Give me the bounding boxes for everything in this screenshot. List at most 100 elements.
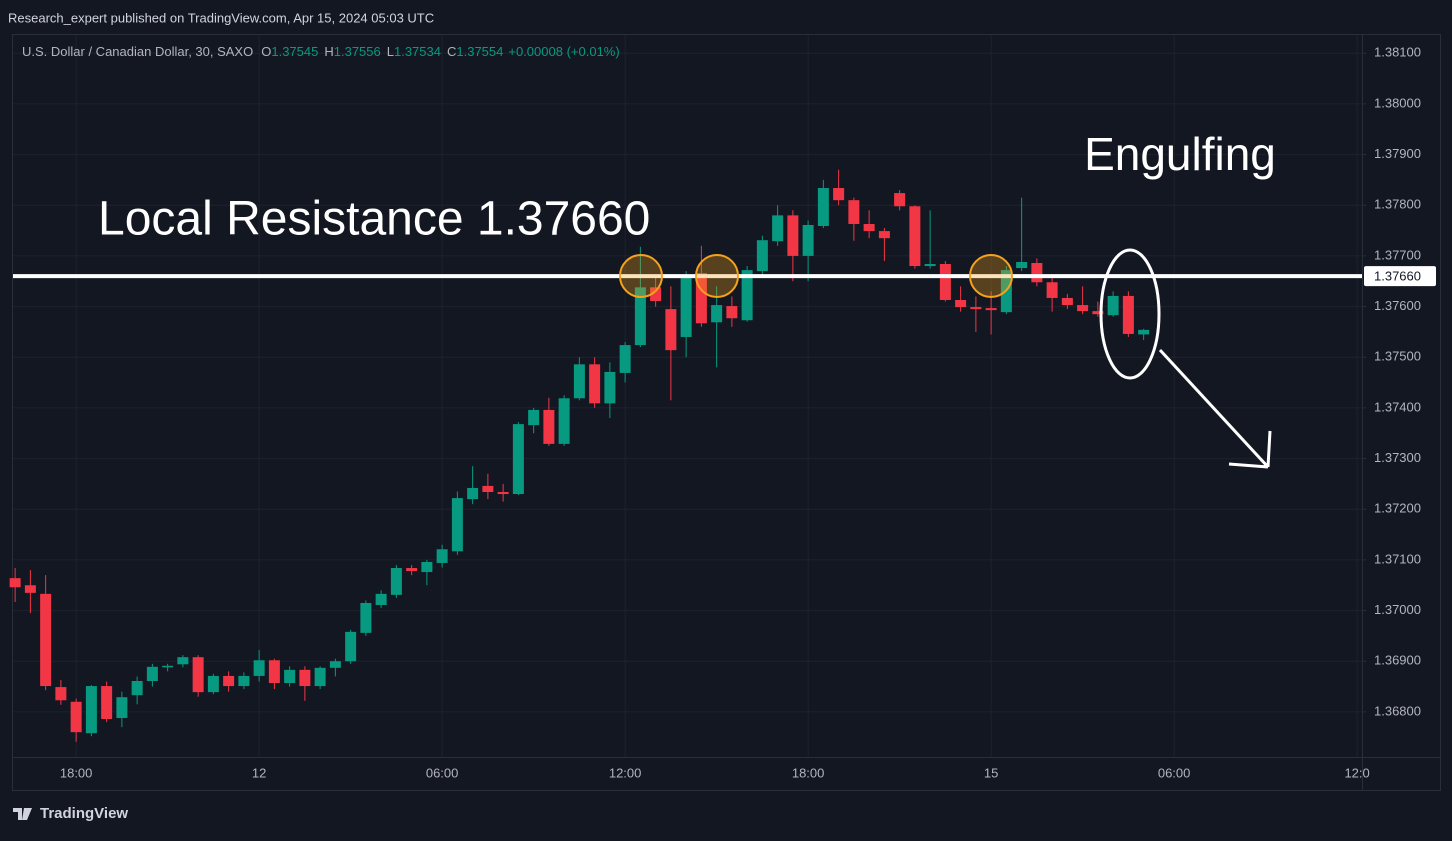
candle-body [878,231,890,239]
y-tick-label: 1.37200 [1374,501,1421,516]
candle-body [1061,297,1073,306]
candle-body [101,686,113,719]
x-tick-label: 06:00 [426,765,459,780]
candle-body [680,275,692,337]
candle-body [314,667,326,687]
candle-body [512,424,524,495]
y-tick-label: 1.37000 [1374,602,1421,617]
candle-body [329,661,341,668]
legend-value: 1.37545 [271,44,318,59]
candle-body [985,308,997,311]
touch-circle [695,254,739,298]
candle-body [543,409,555,444]
candle-body [634,287,646,346]
candle-body [451,498,463,552]
candle-body [70,701,82,733]
candle-body [116,697,128,718]
candle-body [1077,305,1089,312]
candle-body [1016,261,1028,269]
candle-body [177,657,189,665]
legend-change: +0.00008 (+0.01%) [508,44,619,59]
candle-body [894,193,906,207]
annotation: Engulfing [1084,128,1276,180]
brand-logo [13,808,32,820]
candle-body [909,206,921,267]
candle-body [528,409,540,426]
candle-body [650,287,662,301]
annotation: Local Resistance 1.37660 [98,193,650,246]
candle-body [1138,329,1150,335]
y-tick-label: 1.36900 [1374,653,1421,668]
candle-body [253,660,265,676]
legend-value: 1.37554 [456,44,503,59]
candle-body [848,200,860,224]
candle-body [573,364,585,399]
candle-body [833,188,845,201]
candle-body [375,593,387,605]
y-tick-label: 1.38000 [1374,95,1421,110]
candle-body [223,675,235,687]
candle-body [284,669,296,684]
chart-frame [12,34,1441,791]
candle-body [772,215,784,242]
candle-body [1122,295,1134,334]
candle-body [619,345,631,373]
y-tick-label: 1.36800 [1374,703,1421,718]
legend-symbol: U.S. Dollar / Canadian Dollar, 30, SAXO [22,44,253,59]
x-tick-label: 06:00 [1158,765,1191,780]
legend-label: C [447,44,456,59]
candle-body [421,561,433,573]
candle-body [55,687,67,701]
y-tick-label: 1.38100 [1374,45,1421,60]
chart-legend: U.S. Dollar / Canadian Dollar, 30, SAXO O… [22,44,620,59]
candle-body [40,593,52,687]
candle-body [787,215,799,256]
candle-body [924,264,936,267]
y-tick-label: 1.37300 [1374,450,1421,465]
grid: 1.36800 1.36900 1.37000 1.37100 1.37200 1.373… [13,35,1421,780]
candles [9,169,1362,742]
x-tick-label: 18:00 [792,765,825,780]
candle-body [741,270,753,321]
candle-body [299,669,311,687]
arrow [1158,348,1272,469]
x-tick-label: 18:00 [60,765,93,780]
publisher-line: Research_expert published on TradingView… [8,10,434,25]
candle-body [756,240,768,272]
candle-body [589,364,601,404]
candle-body [970,307,982,310]
x-tick-label: 15 [984,765,998,780]
candle-body [192,657,204,693]
candle-body [482,485,494,493]
brand: TradingView [40,805,128,822]
candle-body [695,273,707,324]
candle-body [406,568,418,572]
touch-circle [969,254,1013,298]
candle-body [131,681,143,696]
x-tick-label: 12 [252,765,266,780]
legend-label: O [261,44,271,59]
candle-body [939,264,951,300]
candle-body [711,305,723,323]
legend-label: H [324,44,333,59]
candle-body [665,309,677,351]
candle-body [726,306,738,319]
engulfing-ellipse [1099,248,1161,380]
candle-body [802,225,814,256]
y-tick-label: 1.37800 [1374,197,1421,212]
y-tick-label: 1.37900 [1374,146,1421,161]
candle-body [85,686,97,734]
x-tick-label: 12:00 [609,765,642,780]
candle-body [207,675,219,693]
x-tick-label: 12:0 [1344,765,1369,780]
candle-body [162,665,174,668]
resistance-price-box [1364,266,1436,287]
legend-value: 1.37534 [394,44,441,59]
resistance-price-label: 1.37660 [1374,269,1421,284]
candle-body [955,299,967,308]
candle-body [1046,282,1058,298]
candle-body [1031,263,1043,283]
candle-body [390,568,402,595]
